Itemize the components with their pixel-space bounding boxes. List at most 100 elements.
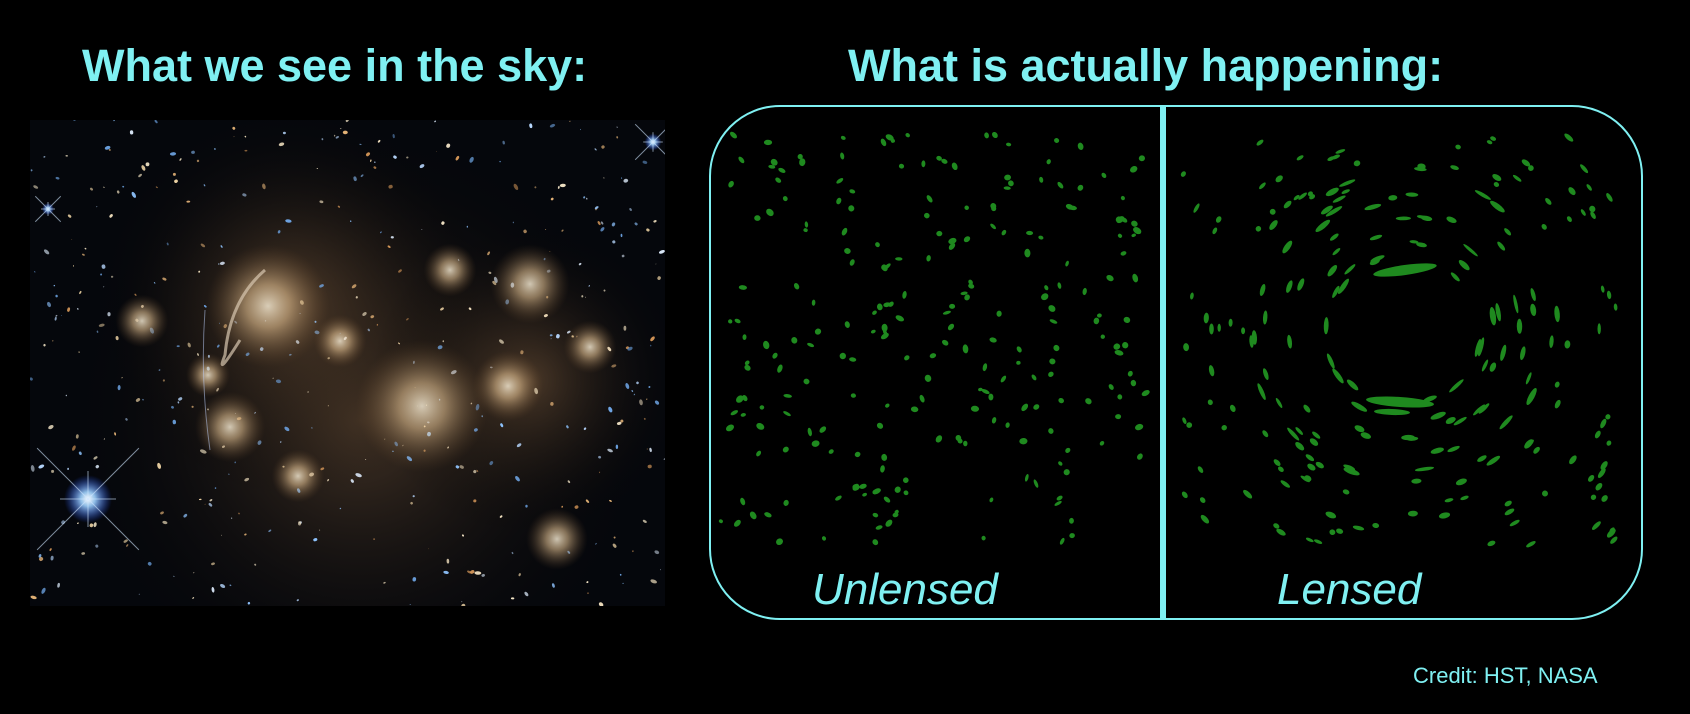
galaxy-unlensed	[1006, 142, 1012, 147]
galaxy-unlensed	[964, 205, 969, 210]
galaxy-lensed	[1255, 226, 1262, 232]
galaxy-unlensed	[828, 449, 834, 454]
galaxy-lensed	[1444, 498, 1454, 503]
galaxy-unlensed	[849, 189, 856, 194]
galaxy-unlensed	[981, 535, 986, 541]
galaxy-lensed	[1243, 489, 1253, 499]
galaxy-unlensed	[783, 394, 792, 398]
galaxy-lensed	[1257, 383, 1266, 400]
galaxy-lensed	[1490, 136, 1497, 141]
galaxy-unlensed	[872, 512, 879, 518]
galaxy-unlensed	[835, 495, 842, 501]
galaxy-unlensed	[756, 450, 762, 457]
galaxy-lensed	[1601, 495, 1608, 502]
galaxy-lensed	[1438, 512, 1451, 519]
galaxy-unlensed	[1120, 195, 1125, 201]
galaxy-unlensed	[996, 310, 1002, 317]
galaxy-lensed	[1600, 461, 1608, 470]
galaxy-lensed	[1474, 338, 1482, 357]
galaxy-unlensed	[742, 395, 748, 402]
galaxy-unlensed	[1065, 447, 1071, 453]
galaxy-unlensed	[892, 512, 899, 518]
galaxy-lensed	[1486, 455, 1501, 466]
galaxy-lensed	[1273, 459, 1281, 466]
galaxy-unlensed	[764, 512, 772, 518]
galaxy-lensed	[1460, 495, 1469, 501]
galaxy-lensed	[1569, 455, 1577, 465]
galaxy-unlensed	[1108, 384, 1114, 390]
galaxy-unlensed	[883, 263, 891, 270]
galaxy-lensed	[1613, 303, 1618, 311]
galaxy-unlensed	[1131, 220, 1138, 227]
galaxy-unlensed	[1097, 313, 1102, 318]
lensed-arc	[1366, 396, 1434, 408]
galaxy-lensed	[1458, 259, 1470, 271]
galaxy-unlensed	[849, 357, 857, 362]
galaxy-unlensed	[783, 499, 789, 506]
galaxy-unlensed	[776, 538, 783, 546]
galaxy-unlensed	[870, 329, 876, 334]
galaxy-cluster-photo	[30, 120, 665, 606]
galaxy-unlensed	[924, 374, 932, 382]
galaxy-unlensed	[1117, 233, 1123, 238]
galaxy-lensed	[1217, 323, 1221, 332]
sky-view-title: What we see in the sky:	[82, 40, 588, 91]
galaxy-lensed	[1594, 430, 1601, 439]
galaxy-unlensed	[968, 283, 975, 289]
galaxy-lensed	[1307, 191, 1313, 197]
galaxy-unlensed	[882, 329, 888, 337]
galaxy-lensed	[1409, 240, 1419, 244]
galaxy-unlensed	[1135, 423, 1144, 431]
galaxy-unlensed	[1093, 317, 1100, 325]
galaxy-unlensed	[1058, 461, 1063, 466]
galaxy-unlensed	[807, 342, 815, 348]
galaxy-unlensed	[1099, 441, 1105, 446]
galaxy-lensed	[1283, 200, 1292, 209]
galaxy-lensed	[1286, 280, 1293, 293]
galaxy-unlensed	[962, 344, 969, 354]
galaxy-lensed	[1549, 335, 1554, 348]
galaxy-unlensed	[775, 177, 782, 183]
galaxy-lensed	[1589, 205, 1596, 213]
galaxy-lensed	[1516, 318, 1523, 334]
galaxy-unlensed	[728, 180, 734, 188]
galaxy-lensed	[1520, 346, 1526, 361]
galaxy-unlensed	[926, 255, 931, 262]
unlensed-galaxy-field	[718, 131, 1150, 546]
galaxy-lensed	[1360, 432, 1371, 439]
galaxy-lensed	[1528, 165, 1534, 171]
galaxy-unlensed	[948, 242, 956, 250]
galaxy-lensed	[1586, 184, 1592, 191]
galaxy-unlensed	[885, 519, 893, 527]
galaxy-lensed	[1262, 430, 1269, 438]
galaxy-unlensed	[919, 394, 925, 403]
galaxy-lensed	[1303, 404, 1311, 413]
galaxy-lensed	[1339, 179, 1356, 187]
galaxy-lensed	[1590, 494, 1597, 501]
galaxy-unlensed	[1039, 176, 1044, 183]
galaxy-unlensed	[1115, 414, 1122, 420]
galaxy-unlensed	[718, 519, 723, 524]
galaxy-lensed	[1490, 200, 1505, 213]
galaxy-unlensed	[1132, 273, 1139, 283]
galaxy-lensed	[1207, 399, 1213, 406]
galaxy-lensed	[1331, 154, 1341, 160]
galaxy-unlensed	[885, 403, 890, 408]
galaxy-unlensed	[1130, 379, 1137, 387]
galaxy-unlensed	[1123, 316, 1131, 323]
galaxy-lensed	[1564, 340, 1571, 349]
galaxy-unlensed	[910, 406, 919, 413]
galaxy-lensed	[1590, 211, 1596, 219]
galaxy-unlensed	[811, 440, 820, 447]
galaxy-lensed	[1405, 192, 1419, 197]
galaxy-unlensed	[733, 519, 741, 527]
galaxy-unlensed	[1048, 371, 1054, 377]
galaxy-unlensed	[970, 405, 980, 412]
galaxy-unlensed	[1054, 138, 1060, 143]
galaxy-unlensed	[981, 388, 990, 395]
galaxy-lensed	[1332, 248, 1341, 256]
galaxy-unlensed	[991, 206, 997, 212]
galaxy-unlensed	[759, 405, 765, 410]
galaxy-lensed	[1500, 344, 1507, 361]
galaxy-lensed	[1455, 144, 1461, 150]
